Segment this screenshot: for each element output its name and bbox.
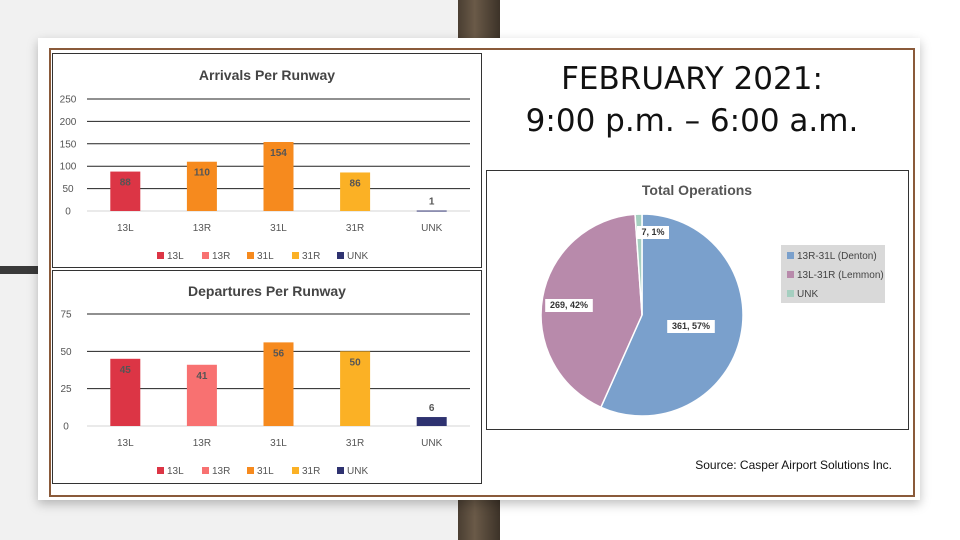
source-note: Source: Casper Airport Solutions Inc. bbox=[695, 458, 892, 472]
departures-chart-panel: Departures Per Runway 0 25 50 75 45 13L 41 13R 56… bbox=[52, 270, 482, 484]
departures-legend-swatch bbox=[157, 467, 164, 474]
arrivals-y-tick-label: 100 bbox=[60, 162, 77, 173]
operations-legend-label: 13L-31R (Lemmon) bbox=[797, 270, 884, 281]
arrivals-y-tick-label: 150 bbox=[60, 139, 77, 150]
departures-data-label: 45 bbox=[120, 365, 132, 376]
arrivals-legend-swatch bbox=[247, 252, 254, 259]
departures-legend-label: 31L bbox=[257, 466, 274, 477]
operations-data-label: 269, 42% bbox=[550, 300, 588, 310]
operations-legend-label: 13R-31L (Denton) bbox=[797, 251, 877, 262]
arrivals-x-tick-label: 31R bbox=[346, 223, 364, 234]
arrivals-chart-panel: Arrivals Per Runway 0 50 100 150 200 250 88 13L 1… bbox=[52, 53, 482, 268]
departures-data-label: 41 bbox=[196, 371, 208, 382]
operations-slice-13r-31l bbox=[599, 213, 744, 417]
departures-x-tick-label: 31R bbox=[346, 438, 364, 449]
operations-legend-swatch bbox=[787, 252, 794, 259]
operations-data-label: 7, 1% bbox=[641, 227, 664, 237]
departures-legend-swatch bbox=[337, 467, 344, 474]
departures-legend-swatch bbox=[202, 467, 209, 474]
arrivals-legend-label: 13L bbox=[167, 251, 184, 262]
departures-bar-unk bbox=[416, 417, 447, 426]
departures-legend-swatch bbox=[247, 467, 254, 474]
departures-x-tick-label: 13R bbox=[193, 438, 211, 449]
departures-data-label: 56 bbox=[273, 348, 285, 359]
arrivals-chart: Arrivals Per Runway 0 50 100 150 200 250 88 13L 1… bbox=[60, 67, 470, 262]
arrivals-data-label: 1 bbox=[429, 197, 435, 208]
arrivals-data-label: 154 bbox=[270, 148, 287, 159]
arrivals-legend-swatch bbox=[202, 252, 209, 259]
departures-y-tick-label: 50 bbox=[60, 347, 72, 358]
slide-title: FEBRUARY 2021: 9:00 p.m. – 6:00 a.m. bbox=[500, 58, 884, 142]
operations-data-label-bg bbox=[545, 299, 593, 312]
arrivals-y-tick-label: 200 bbox=[60, 117, 77, 128]
arrivals-chart-title: Arrivals Per Runway bbox=[199, 67, 335, 83]
departures-y-tick-label: 25 bbox=[60, 384, 72, 395]
departures-x-tick-label: UNK bbox=[421, 438, 442, 449]
arrivals-x-tick-label: 31L bbox=[270, 223, 287, 234]
departures-y-tick-label: 75 bbox=[60, 310, 72, 321]
arrivals-legend-swatch bbox=[292, 252, 299, 259]
departures-data-label: 50 bbox=[350, 357, 362, 368]
slide-title-line2: 9:00 p.m. – 6:00 a.m. bbox=[525, 103, 859, 139]
arrivals-legend-label: 31L bbox=[257, 251, 274, 262]
arrivals-x-tick-label: 13L bbox=[117, 223, 134, 234]
operations-data-label-bg bbox=[667, 320, 715, 333]
arrivals-legend-label: 13R bbox=[212, 251, 230, 262]
arrivals-x-tick-label: 13R bbox=[193, 223, 211, 234]
operations-legend-swatch bbox=[787, 271, 794, 278]
departures-chart-title: Departures Per Runway bbox=[188, 283, 346, 299]
departures-legend-label: 13R bbox=[212, 466, 230, 477]
arrivals-y-tick-label: 50 bbox=[62, 184, 74, 195]
departures-x-tick-label: 31L bbox=[270, 438, 287, 449]
arrivals-x-tick-label: UNK bbox=[421, 223, 442, 234]
departures-legend-swatch bbox=[292, 467, 299, 474]
departures-bar-31l bbox=[263, 342, 294, 426]
arrivals-bar-unk bbox=[416, 210, 447, 212]
arrivals-bar-13l bbox=[110, 171, 141, 211]
arrivals-bar-13r bbox=[186, 161, 217, 211]
arrivals-legend-swatch bbox=[157, 252, 164, 259]
operations-chart-title: Total Operations bbox=[642, 182, 752, 198]
background-bar bbox=[0, 266, 60, 274]
departures-bar-13r bbox=[186, 364, 217, 426]
arrivals-legend-label: UNK bbox=[347, 251, 368, 262]
arrivals-legend-label: 31R bbox=[302, 251, 320, 262]
arrivals-data-label: 88 bbox=[120, 178, 132, 189]
slide-title-line1: FEBRUARY 2021: bbox=[561, 61, 823, 97]
operations-data-label-bg bbox=[637, 226, 669, 239]
operations-pie-chart: Total Operations 361, 57% 269, 42% 7, 1% 13R… bbox=[540, 182, 885, 417]
departures-data-label: 6 bbox=[429, 403, 435, 414]
arrivals-y-tick-label: 0 bbox=[65, 207, 71, 218]
departures-bar-31r bbox=[340, 351, 371, 426]
departures-chart: Departures Per Runway 0 25 50 75 45 13L 41 13R 56… bbox=[60, 283, 470, 477]
operations-slice-unk bbox=[634, 213, 643, 316]
operations-legend-box bbox=[781, 245, 885, 303]
arrivals-bar-31l bbox=[263, 142, 294, 211]
operations-chart-panel: Total Operations 361, 57% 269, 42% 7, 1% 13R… bbox=[486, 170, 909, 430]
departures-legend-label: UNK bbox=[347, 466, 368, 477]
departures-y-tick-label: 0 bbox=[63, 422, 69, 433]
operations-legend-label: UNK bbox=[797, 289, 818, 300]
arrivals-data-label: 86 bbox=[350, 178, 362, 189]
arrivals-y-tick-label: 250 bbox=[60, 95, 77, 106]
operations-data-label: 361, 57% bbox=[672, 321, 710, 331]
arrivals-bar-31r bbox=[340, 172, 371, 211]
operations-legend-swatch bbox=[787, 290, 794, 297]
arrivals-legend-swatch bbox=[337, 252, 344, 259]
departures-bar-13l bbox=[110, 358, 141, 426]
arrivals-data-label: 110 bbox=[194, 168, 211, 179]
departures-legend-label: 31R bbox=[302, 466, 320, 477]
departures-x-tick-label: 13L bbox=[117, 438, 134, 449]
departures-legend-label: 13L bbox=[167, 466, 184, 477]
